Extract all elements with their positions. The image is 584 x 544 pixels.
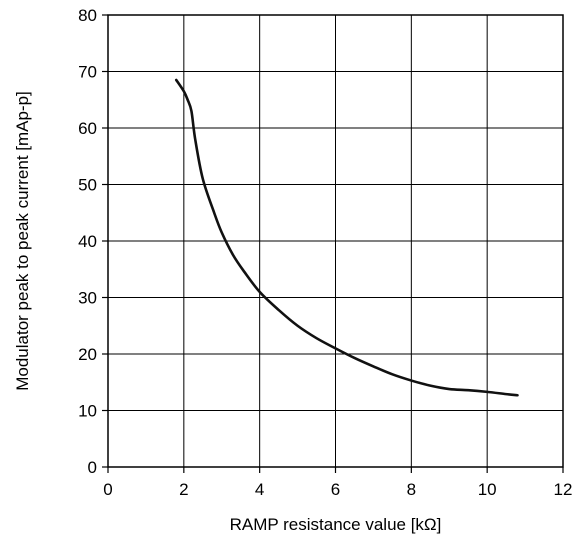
y-tick-label: 10 (78, 402, 97, 421)
y-tick-label: 50 (78, 176, 97, 195)
x-tick-label: 6 (331, 480, 340, 499)
x-tick-label: 2 (179, 480, 188, 499)
y-tick-label: 70 (78, 63, 97, 82)
y-tick-label: 60 (78, 119, 97, 138)
x-tick-label: 10 (478, 480, 497, 499)
y-tick-label: 80 (78, 6, 97, 25)
x-tick-label: 0 (103, 480, 112, 499)
y-axis-label: Modulator peak to peak current [mAp-p] (13, 91, 32, 391)
x-axis-label: RAMP resistance value [kΩ] (230, 515, 442, 534)
ticks: 0 2 4 6 8 10 12 0 10 20 30 40 50 60 70 80 (78, 6, 572, 499)
series-line (174, 78, 519, 397)
series (174, 78, 519, 397)
grid (108, 15, 563, 467)
y-tick-label: 0 (88, 458, 97, 477)
x-tick-label: 12 (554, 480, 573, 499)
y-tick-label: 40 (78, 232, 97, 251)
y-tick-label: 30 (78, 289, 97, 308)
y-tick-label: 20 (78, 345, 97, 364)
x-tick-label: 8 (407, 480, 416, 499)
x-tick-label: 4 (255, 480, 264, 499)
